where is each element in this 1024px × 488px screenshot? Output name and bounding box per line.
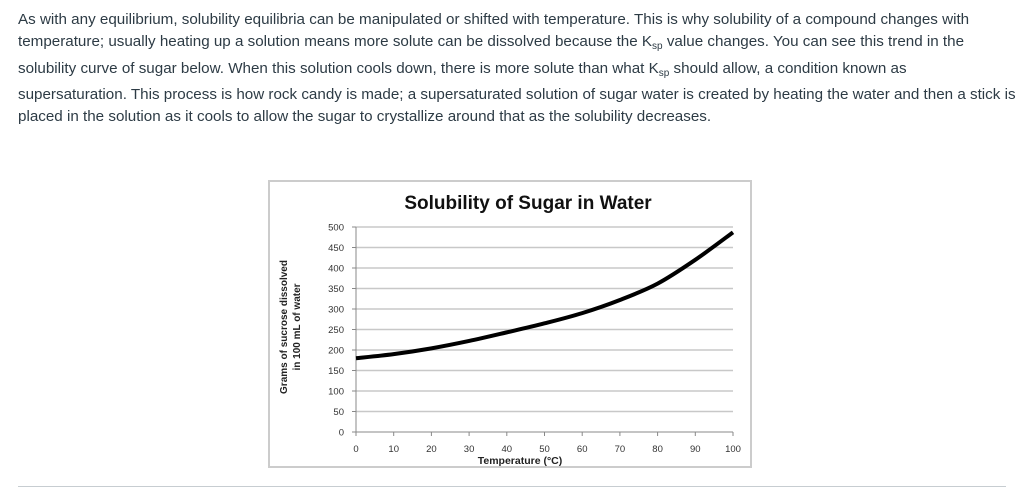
x-tick-label: 100 (725, 444, 741, 455)
chart-svg: Solubility of Sugar in Water 05010015020… (279, 193, 741, 467)
chart-title: Solubility of Sugar in Water (404, 193, 652, 214)
text-part: value changes. You can see this trend in… (18, 32, 965, 77)
x-tick-label: 90 (690, 444, 701, 455)
solubility-chart: Solubility of Sugar in Water 0 50 100 150 20… (268, 180, 752, 468)
y-tick-label: 400 (328, 264, 344, 275)
text-part: should allow, a condition known as super… (18, 59, 1016, 126)
y-tick-label: 300 (328, 305, 344, 316)
x-tick-label: 60 (577, 444, 588, 455)
x-tick-label: 20 (426, 444, 437, 455)
y-tick-label: 50 (333, 407, 344, 418)
ksp-subscript: sp (652, 40, 663, 52)
x-axis-label: Temperature (°C) (478, 455, 563, 466)
y-tick-label: 150 (328, 366, 344, 377)
x-tick-label: 10 (388, 444, 399, 455)
x-tick-label: 70 (615, 444, 626, 455)
x-tick-label: 50 (539, 444, 550, 455)
intro-paragraph: As with any equilibrium, solubility equi… (18, 9, 1018, 128)
y-tick-label: 250 (328, 325, 344, 336)
divider (18, 486, 1006, 487)
y-axis-label-line2: in 100 mL of water (292, 283, 303, 370)
x-tick-label: 0 (353, 444, 358, 455)
x-tick-label: 40 (502, 444, 513, 455)
solubility-curve (355, 230, 735, 361)
y-tick-label: 450 (328, 243, 344, 254)
y-tick-label: 100 (328, 387, 344, 398)
y-axis-label-line1: Grams of sucrose dissolved (279, 260, 290, 394)
x-tick-label: 30 (464, 444, 475, 455)
y-tick-label: 200 (328, 346, 344, 357)
text-part: As with any equilibrium, solubility equi… (18, 11, 970, 50)
ksp-subscript: sp (658, 67, 670, 79)
y-tick-label: 350 (328, 284, 344, 295)
y-tick-label: 500 (328, 223, 344, 234)
x-tick-label: 80 (652, 444, 663, 455)
y-tick-label: 0 (339, 428, 344, 439)
